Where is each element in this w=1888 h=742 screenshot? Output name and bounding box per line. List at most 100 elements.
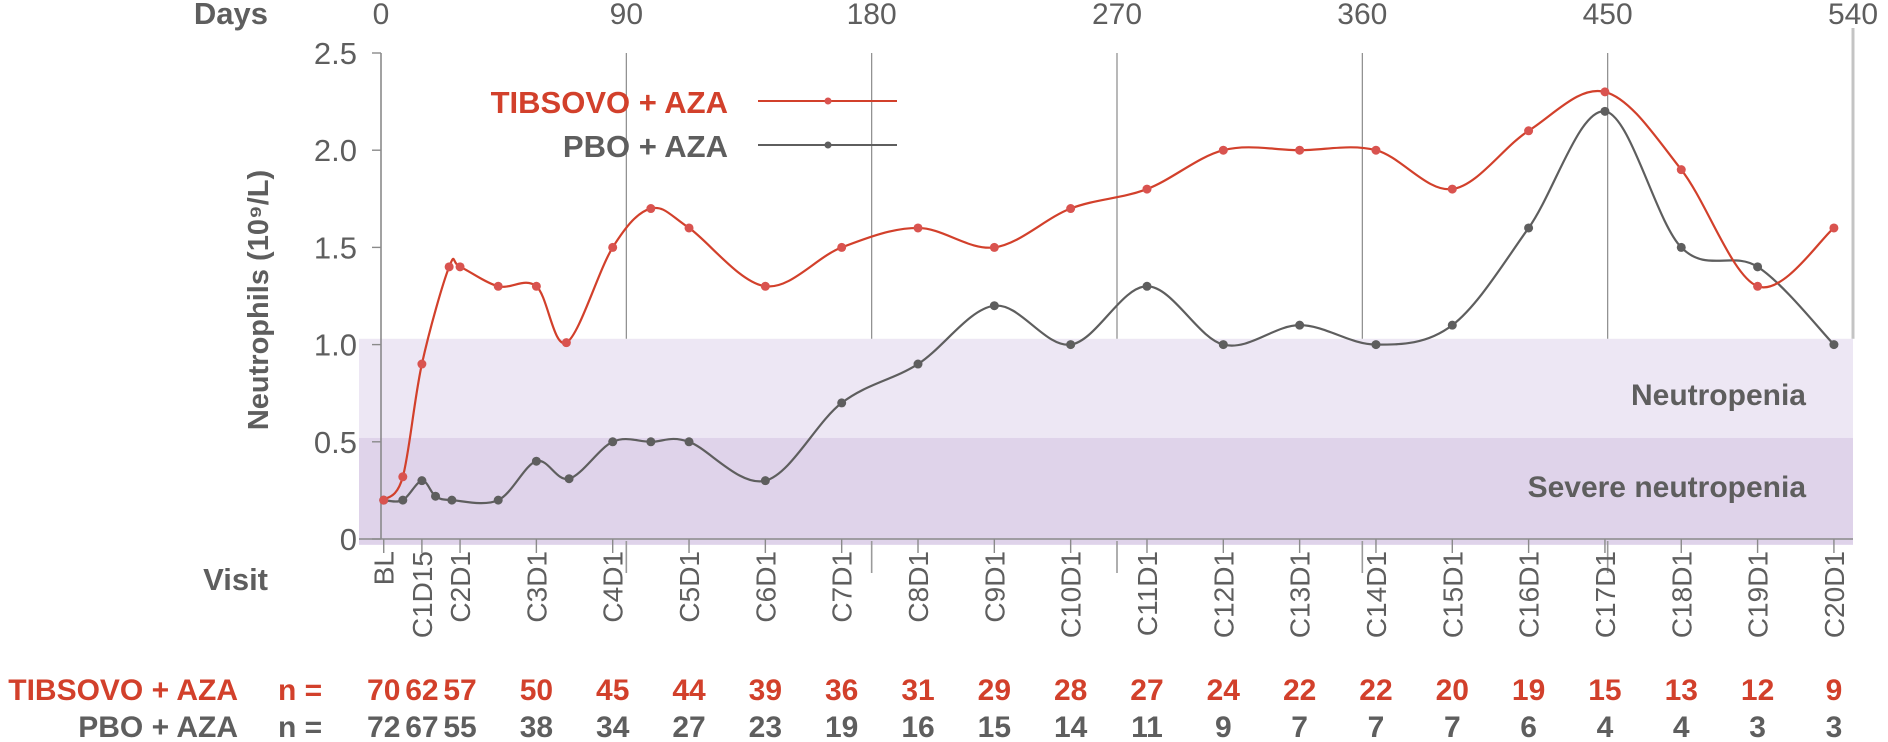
visit-tick-label: C14D1 [1361,551,1392,638]
n-count-tibsovo: 62 [405,674,438,707]
data-point-tibsovo-aza [531,281,541,291]
visit-tick-label: C7D1 [827,551,858,623]
band-label-neutropenia: Neutropenia [1631,379,1806,412]
day-tick-label: 180 [847,0,897,31]
y-tick-label: 2.5 [314,36,357,71]
data-point-tibsovo-aza [1066,204,1076,214]
day-tick-label: 0 [373,0,390,31]
legend-marker-tibsovo [824,97,832,105]
n-count-tibsovo: 39 [749,674,782,707]
data-point-tibsovo-aza [1447,184,1457,194]
data-point-tibsovo-aza [398,472,408,482]
data-point-tibsovo-aza [1753,281,1763,291]
n-count-tibsovo: 45 [596,674,629,707]
n-count-tibsovo: 19 [1512,674,1545,707]
visit-tick-label: BL [369,551,400,585]
data-point-pbo-aza [608,437,618,447]
visit-tick-label: C15D1 [1437,551,1468,638]
data-point-pbo-aza [417,476,427,486]
visit-tick-label: C11D1 [1132,551,1163,636]
n-count-tibsovo: 9 [1826,674,1843,707]
data-point-tibsovo-aza [379,495,389,505]
n-count-pbo: 7 [1444,711,1461,742]
data-point-tibsovo-aza [837,242,847,252]
visit-tick-label: C2D1 [445,551,476,623]
data-point-tibsovo-aza [444,262,454,272]
visit-tick-label: C1D15 [407,551,438,638]
data-point-tibsovo-aza [561,338,571,348]
data-point-tibsovo-aza [1600,87,1610,97]
data-point-pbo-aza [1371,340,1381,350]
data-point-pbo-aza [531,456,541,466]
visit-axis-label: Visit [203,562,268,597]
data-point-pbo-aza [493,495,503,505]
band-label-severe-neutropenia: Severe neutropenia [1528,471,1807,504]
data-point-pbo-aza [447,495,457,505]
n-count-pbo: 67 [405,711,438,742]
data-point-pbo-aza [646,437,656,447]
visit-tick-label: C17D1 [1590,551,1621,638]
data-point-pbo-aza [1600,106,1610,116]
day-tick-label: 540 [1828,0,1878,31]
n-count-tibsovo: 29 [978,674,1011,707]
day-tick-label: 270 [1092,0,1142,31]
n-count-tibsovo: 22 [1359,674,1392,707]
n-count-pbo: 34 [596,711,630,742]
data-point-pbo-aza [1829,340,1839,350]
n-count-pbo: 7 [1291,711,1308,742]
data-point-tibsovo-aza [493,281,503,291]
legend-marker-pbo [824,141,832,149]
band-1 [359,437,1853,545]
visit-tick-label: C5D1 [674,551,705,623]
data-point-tibsovo-aza [989,242,999,252]
data-point-tibsovo-aza [1676,165,1686,175]
n-count-pbo: 16 [901,711,934,742]
visit-tick-label: C4D1 [598,551,629,623]
day-tick-label: 360 [1337,0,1387,31]
data-point-tibsovo-aza [608,242,618,252]
y-tick-label: 1.5 [314,230,357,265]
y-axis-title: Neutrophils (10⁹/L) [243,170,275,430]
n-equals-pbo: n = [278,711,322,742]
data-point-pbo-aza [431,491,441,501]
data-point-pbo-aza [564,474,574,484]
n-count-pbo: 7 [1368,711,1385,742]
n-count-tibsovo: 20 [1436,674,1469,707]
data-point-tibsovo-aza [646,204,656,214]
y-tick-label: 1.0 [314,328,357,363]
data-point-pbo-aza [1218,340,1228,350]
day-tick-label: 90 [610,0,643,31]
n-count-tibsovo: 22 [1283,674,1316,707]
n-equals-tibsovo: n = [278,674,322,707]
visit-tick-label: C16D1 [1514,551,1545,638]
n-count-tibsovo: 24 [1207,674,1241,707]
visit-tick-label: C18D1 [1666,551,1697,638]
data-point-pbo-aza [1676,242,1686,252]
n-count-tibsovo: 44 [672,674,706,707]
n-count-pbo: 3 [1749,711,1766,742]
data-point-tibsovo-aza [1218,145,1228,155]
n-count-pbo: 23 [749,711,782,742]
n-count-tibsovo: 36 [825,674,858,707]
n-count-pbo: 9 [1215,711,1232,742]
n-count-tibsovo: 15 [1588,674,1621,707]
y-tick-label: 2.0 [314,133,357,168]
n-count-pbo: 4 [1597,711,1614,742]
visit-tick-label: C13D1 [1285,551,1316,638]
visit-tick-label: C12D1 [1208,551,1239,638]
n-count-pbo: 15 [978,711,1011,742]
n-count-pbo: 27 [672,711,705,742]
n-count-pbo: 4 [1673,711,1690,742]
data-point-tibsovo-aza [417,359,427,369]
data-point-pbo-aza [1142,281,1152,291]
data-point-pbo-aza [684,437,694,447]
data-point-tibsovo-aza [913,223,923,233]
data-point-tibsovo-aza [455,262,465,272]
visit-tick-label: C10D1 [1056,551,1087,638]
n-count-pbo: 11 [1131,711,1163,742]
data-point-tibsovo-aza [1142,184,1152,194]
data-point-tibsovo-aza [760,281,770,291]
data-point-tibsovo-aza [1829,223,1839,233]
n-count-tibsovo: 28 [1054,674,1087,707]
n-count-pbo: 38 [520,711,553,742]
